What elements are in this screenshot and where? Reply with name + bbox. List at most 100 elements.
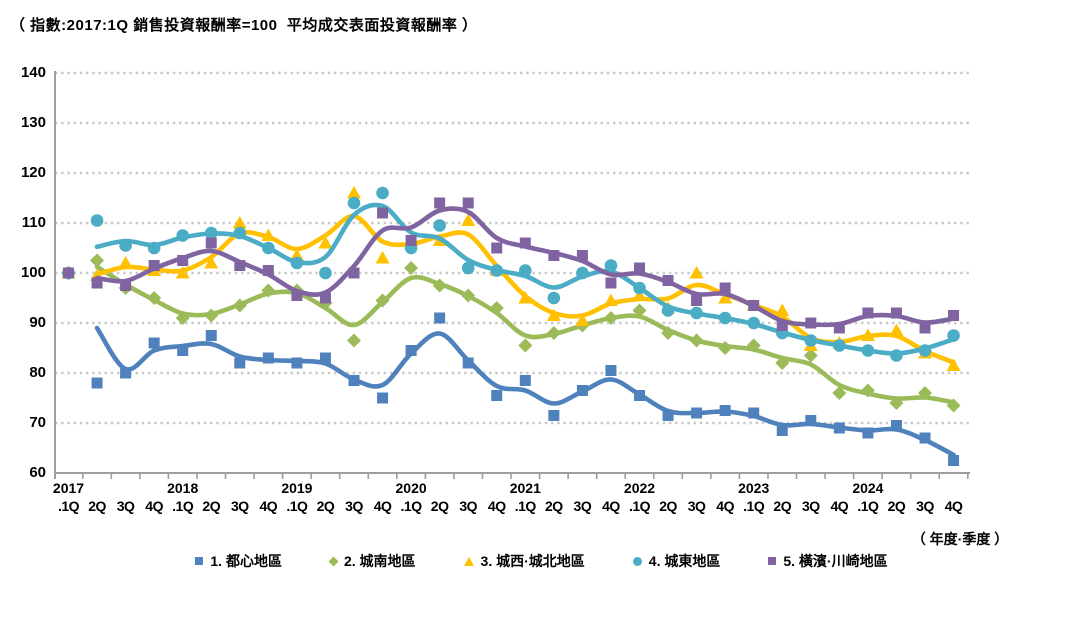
data-point-marker bbox=[719, 282, 731, 294]
data-point-marker bbox=[918, 344, 932, 357]
x-quarter-label: 3Q bbox=[459, 498, 478, 514]
legend-label: 5. 橫濱·川崎地區 bbox=[783, 553, 888, 569]
x-quarter-label: 3Q bbox=[687, 498, 706, 514]
data-point-marker bbox=[91, 277, 103, 289]
data-point-marker bbox=[776, 425, 788, 436]
x-quarter-label: 3Q bbox=[116, 498, 135, 514]
data-point-marker bbox=[719, 405, 731, 416]
x-quarter-label: .1Q bbox=[514, 498, 537, 514]
data-point-marker bbox=[603, 293, 618, 306]
x-axis-note: （ 年度·季度 ） bbox=[911, 531, 1009, 547]
data-point-marker bbox=[662, 410, 674, 421]
data-point-marker bbox=[833, 422, 845, 434]
data-point-marker bbox=[348, 375, 360, 386]
data-point-marker bbox=[775, 303, 790, 316]
data-point-marker bbox=[662, 275, 674, 286]
data-point-marker bbox=[575, 313, 590, 326]
data-point-marker bbox=[489, 301, 504, 315]
x-year-label: 2024 bbox=[852, 480, 884, 496]
data-point-marker bbox=[946, 358, 961, 371]
data-point-marker bbox=[548, 250, 560, 261]
data-point-marker bbox=[775, 356, 790, 370]
data-point-marker bbox=[204, 226, 218, 240]
data-point-marker bbox=[432, 278, 447, 293]
data-point-marker bbox=[690, 306, 703, 320]
x-year-label: 2023 bbox=[738, 480, 770, 496]
data-point-marker bbox=[860, 328, 875, 341]
data-point-marker bbox=[689, 266, 704, 279]
data-point-marker bbox=[605, 277, 617, 289]
data-point-marker bbox=[605, 365, 617, 376]
data-point-marker bbox=[718, 311, 732, 325]
data-point-marker bbox=[634, 390, 645, 401]
data-point-marker bbox=[490, 264, 504, 277]
data-point-marker bbox=[262, 241, 275, 255]
data-point-marker bbox=[919, 322, 931, 334]
x-quarter-label: 2Q bbox=[202, 498, 221, 514]
legend-item: 3. 城西·城北地區 bbox=[463, 551, 585, 571]
y-tick-label: 60 bbox=[29, 464, 46, 481]
data-point-marker bbox=[91, 377, 103, 389]
chart-title: （ 指數:2017:1Q 銷售投資報酬率=100 平均成交表面投資報酬率 ） bbox=[10, 17, 478, 34]
data-point-marker bbox=[889, 323, 904, 336]
square-legend-marker-icon bbox=[195, 557, 204, 565]
x-quarter-label: 2Q bbox=[659, 498, 677, 514]
data-point-marker bbox=[776, 320, 788, 331]
data-point-marker bbox=[461, 288, 476, 303]
data-point-marker bbox=[347, 333, 361, 348]
data-point-marker bbox=[948, 455, 960, 466]
data-point-marker bbox=[803, 348, 818, 363]
data-point-marker bbox=[118, 256, 133, 269]
x-quarter-label: .1Q bbox=[400, 498, 423, 514]
data-point-marker bbox=[177, 255, 189, 266]
data-point-marker bbox=[291, 290, 303, 301]
data-point-marker bbox=[832, 386, 847, 400]
data-point-marker bbox=[546, 308, 561, 321]
x-quarter-label: 2Q bbox=[545, 498, 563, 514]
x-quarter-label: 4Q bbox=[944, 498, 963, 514]
data-point-marker bbox=[918, 386, 932, 400]
data-point-marker bbox=[375, 251, 390, 264]
data-point-marker bbox=[204, 256, 219, 269]
data-point-marker bbox=[461, 213, 476, 226]
data-point-marker bbox=[576, 385, 588, 396]
y-tick-label: 120 bbox=[20, 164, 46, 181]
data-point-marker bbox=[319, 352, 331, 364]
y-tick-label: 70 bbox=[29, 414, 46, 431]
data-point-marker bbox=[404, 261, 419, 275]
x-quarter-label: 4Q bbox=[487, 498, 506, 514]
data-point-marker bbox=[119, 239, 132, 252]
data-point-marker bbox=[120, 367, 132, 379]
data-point-marker bbox=[148, 260, 160, 271]
x-quarter-label: 4Q bbox=[145, 498, 163, 514]
data-point-marker bbox=[175, 311, 190, 325]
x-quarter-label: 3Q bbox=[916, 498, 934, 514]
x-quarter-label: 4Q bbox=[259, 498, 278, 514]
x-quarter-label: 2Q bbox=[887, 498, 906, 514]
data-point-marker bbox=[319, 266, 332, 280]
data-point-marker bbox=[947, 329, 960, 342]
legend-label: 1. 都心地區 bbox=[210, 553, 282, 569]
data-point-marker bbox=[175, 266, 190, 279]
legend-label: 4. 城東地區 bbox=[648, 553, 721, 569]
trend-line bbox=[94, 202, 956, 356]
legend-item: 2. 城南地區 bbox=[328, 551, 416, 571]
legend-label: 2. 城南地區 bbox=[343, 553, 416, 569]
x-quarter-label: 3Q bbox=[573, 498, 592, 514]
data-point-marker bbox=[433, 219, 446, 232]
data-point-marker bbox=[518, 338, 533, 353]
data-point-marker bbox=[862, 307, 874, 319]
data-point-marker bbox=[805, 317, 817, 329]
y-tick-label: 140 bbox=[20, 64, 46, 81]
data-point-marker bbox=[632, 303, 647, 318]
x-quarter-label: 2Q bbox=[773, 498, 792, 514]
data-point-marker bbox=[633, 281, 646, 295]
gridlines bbox=[55, 71, 970, 425]
x-year-label: 2017 bbox=[52, 480, 85, 496]
data-point-marker bbox=[234, 357, 246, 369]
data-point-marker bbox=[347, 196, 361, 210]
legend-item: 1. 都心地區 bbox=[195, 551, 282, 571]
data-point-marker bbox=[318, 236, 333, 249]
x-quarter-label: 4Q bbox=[602, 498, 620, 514]
